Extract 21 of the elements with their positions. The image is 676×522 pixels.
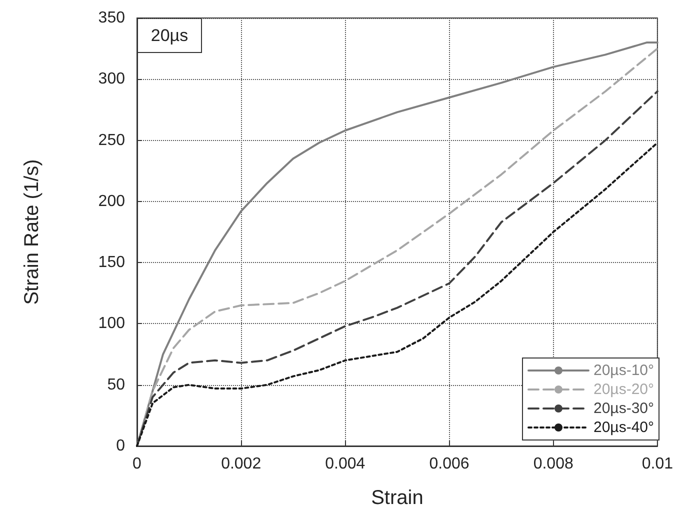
y-tick-label: 0: [116, 438, 126, 454]
y-tick-label: 250: [98, 132, 126, 149]
y-tick-label: 350: [98, 10, 126, 26]
legend-label: 20µs-20°: [593, 381, 654, 398]
legend-label: 20µs-40°: [593, 419, 654, 436]
x-tick-label: 0.002: [221, 456, 262, 472]
y-tick-label: 300: [98, 70, 126, 88]
y-tick-label: 50: [107, 376, 126, 394]
x-axis-title: Strain: [371, 487, 424, 509]
x-tick-label: 0.01: [642, 456, 674, 472]
x-tick-label: 0.008: [533, 456, 574, 472]
x-tick-label: 0.004: [325, 456, 366, 472]
legend-label: 20µs-30°: [593, 400, 654, 417]
x-tick-label: 0: [132, 456, 142, 472]
y-tick-label: 150: [98, 254, 126, 272]
x-tick-label: 0.006: [429, 456, 470, 472]
y-tick-label: 200: [98, 192, 126, 210]
annotation: 20µs: [150, 26, 188, 45]
y-tick-label: 100: [98, 315, 126, 332]
legend-label: 20µs-10°: [593, 362, 654, 379]
y-axis-title: Strain Rate (1/s): [21, 159, 43, 305]
